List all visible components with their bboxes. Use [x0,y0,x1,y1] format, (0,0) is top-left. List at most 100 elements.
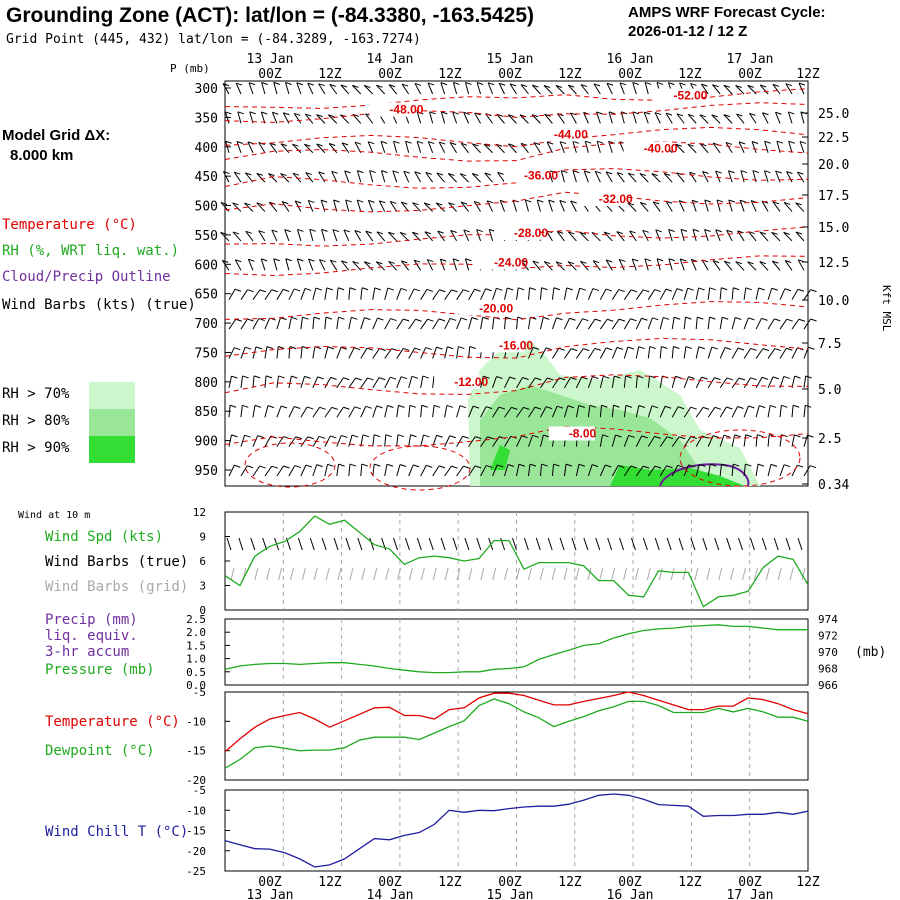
wind-barb-staff [631,258,637,271]
wind-barb-staff [516,407,524,418]
time-hour-label-top: 12Z [558,67,582,82]
wind-barb-grid [765,567,770,581]
wind-barb-flag [357,170,364,174]
wind-barb-staff [783,232,793,242]
wind-barb-flag [809,465,817,469]
wind-barb-staff [340,260,350,271]
wind-barb-flag [607,318,614,322]
wind-barb-flag [247,465,254,469]
wind-barb-flag [714,406,722,410]
wind-barb-flag [225,111,232,115]
wind-barb-staff [676,113,685,124]
wind-barb-flag [655,229,662,233]
wind-barb-flag [316,114,323,118]
wind-barb-flag [649,346,656,350]
wind-barb-staff [695,346,700,359]
wind-barb-staff [779,318,788,330]
wind-barb-staff [545,230,553,242]
wind-barb-staff [300,464,307,477]
wind-barb-staff [593,83,601,95]
wind-barb-staff [680,229,685,242]
wind-barb-flag [757,463,765,467]
wind-barb-flag [596,140,604,144]
wind-barb-flag [673,346,680,349]
wind-barb-staff [512,199,517,212]
time-hour-label-bottom: 12Z [318,875,342,890]
wind-barb-staff [516,377,523,389]
wind-barb-flag [393,140,400,144]
wind-barb-staff [341,142,350,154]
wind-barb-staff [300,288,306,300]
wind-barb-flag [593,83,601,87]
wind-barb-flag [308,258,315,262]
wind-barb-flag [652,201,660,205]
wind-barb-flag [737,230,744,234]
wind-barb-staff [449,142,458,154]
wind-barb-true [547,537,553,551]
wind-barb-grid [611,567,616,581]
wind-barb-grid [527,567,532,581]
wind-barb-staff [352,261,362,271]
wind-barb-flag [618,289,625,293]
wind-barb-staff [563,464,567,477]
wind-barb-staff [348,317,352,330]
wind-barb-staff [759,261,769,271]
wind-barb-flag [302,346,309,350]
wind-barb-staff [307,200,314,212]
dewpoint-line [224,698,809,769]
wind-barb-flag [222,83,230,87]
wind-barb-staff [776,141,781,153]
wind-barb-staff [560,170,565,183]
wind-barb-staff [318,171,326,183]
wind-barb-staff [540,406,547,418]
wind-barb-flag [638,405,646,408]
wind-barb-grid [658,567,663,581]
wind-barb-staff [516,435,523,447]
wind-barb-flag [723,434,731,438]
wind-barb-flag [739,199,747,203]
wind-barb-flag [474,465,482,469]
wind-barb-staff [627,202,637,212]
wind-barb-staff [655,229,661,242]
wind-barb-flag [595,170,602,174]
grid-point-subtitle: Grid Point (445, 432) lat/lon = (-84.328… [6,32,421,47]
wind-barb-flag [794,375,801,379]
wind-barb-flag [400,376,408,380]
wind-barb-grid [432,567,437,581]
wind-barb-flag [654,435,661,439]
wind-barb-flag [302,316,309,320]
wind-barb-staff [296,258,302,271]
wind-barb-staff [484,172,493,183]
wind-barb-staff [652,201,661,212]
wind-speed-line [224,515,809,608]
wind-barb-staff [629,230,637,242]
wind-barb-staff [396,348,404,359]
wind-barb-flag [548,199,555,203]
wind-barb-flag [786,318,793,322]
wind-barb-staff [460,143,469,154]
wind-barb-flag [463,111,470,115]
wind-barb-flag [247,318,254,322]
wind-barb-staff [618,259,625,271]
wind-barb-staff [702,171,709,183]
wind-barb-flag [318,171,325,175]
wind-barb-flag [326,287,333,291]
wind-barb-flag [652,317,659,321]
wind-barb-staff [772,201,781,212]
time-date-label-top: 13 Jan [247,52,294,67]
wind-barb-staff [344,170,350,183]
wind-barb-flag [776,140,784,144]
precip-y-tick-label: 1.0 [186,653,206,666]
wind-barb-flag [785,83,793,87]
wind-barb-staff [288,288,295,300]
wind-barb-grid [634,567,639,581]
wind-barb-flag [465,258,472,262]
temperature-contour [244,442,336,488]
wind-barb-staff [408,376,413,388]
wind-barb-flag [257,435,264,439]
wind-barb-staff [651,173,661,183]
wind-barb-staff [791,288,799,300]
wind-barb-staff [324,346,329,359]
wind-barb-true [619,537,625,551]
